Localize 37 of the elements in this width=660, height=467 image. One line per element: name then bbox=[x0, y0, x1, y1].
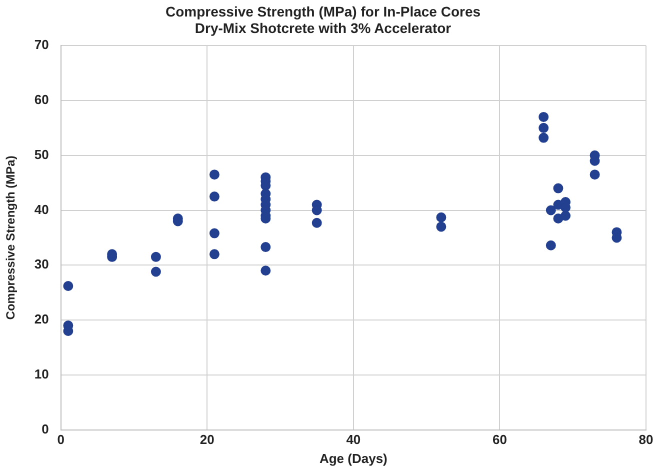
y-tick-label: 50 bbox=[34, 146, 49, 162]
point bbox=[63, 281, 74, 291]
y-tick-label: 40 bbox=[34, 202, 49, 217]
x-tick-label: 60 bbox=[492, 432, 507, 448]
point bbox=[209, 249, 220, 260]
y-tick-label: 0 bbox=[42, 421, 49, 436]
point bbox=[538, 112, 549, 122]
x-tick-label: 0 bbox=[57, 432, 64, 448]
point bbox=[209, 170, 220, 180]
point bbox=[560, 210, 571, 221]
y-tick-label: 70 bbox=[34, 37, 49, 52]
y-tick-label: 20 bbox=[34, 312, 49, 327]
point bbox=[312, 218, 322, 228]
point bbox=[436, 212, 446, 222]
y-axis-title: Compressive Strength (MPa) bbox=[4, 156, 18, 320]
point bbox=[150, 266, 161, 277]
point bbox=[260, 242, 271, 252]
chart-title: Compressive Strength (MPa) for In-Place Cores bbox=[165, 3, 481, 20]
point bbox=[553, 183, 564, 194]
point bbox=[538, 132, 549, 143]
x-tick-label: 20 bbox=[200, 432, 214, 448]
x-axis-title: Age (Days) bbox=[319, 450, 388, 466]
point bbox=[209, 228, 220, 238]
point bbox=[260, 266, 271, 276]
y-tick-label: 60 bbox=[34, 92, 49, 108]
y-tick-label: 30 bbox=[34, 256, 49, 272]
x-tick-label: 40 bbox=[346, 432, 361, 448]
point bbox=[546, 205, 556, 216]
point bbox=[546, 240, 556, 250]
point bbox=[436, 222, 446, 232]
point bbox=[209, 192, 220, 202]
chart-subtitle: Dry-Mix Shotcrete with 3% Accelerator bbox=[194, 20, 452, 36]
x-tick-label: 80 bbox=[638, 432, 654, 448]
point bbox=[538, 122, 549, 133]
point bbox=[150, 252, 161, 262]
y-tick-label: 10 bbox=[34, 366, 49, 382]
point bbox=[590, 170, 600, 180]
